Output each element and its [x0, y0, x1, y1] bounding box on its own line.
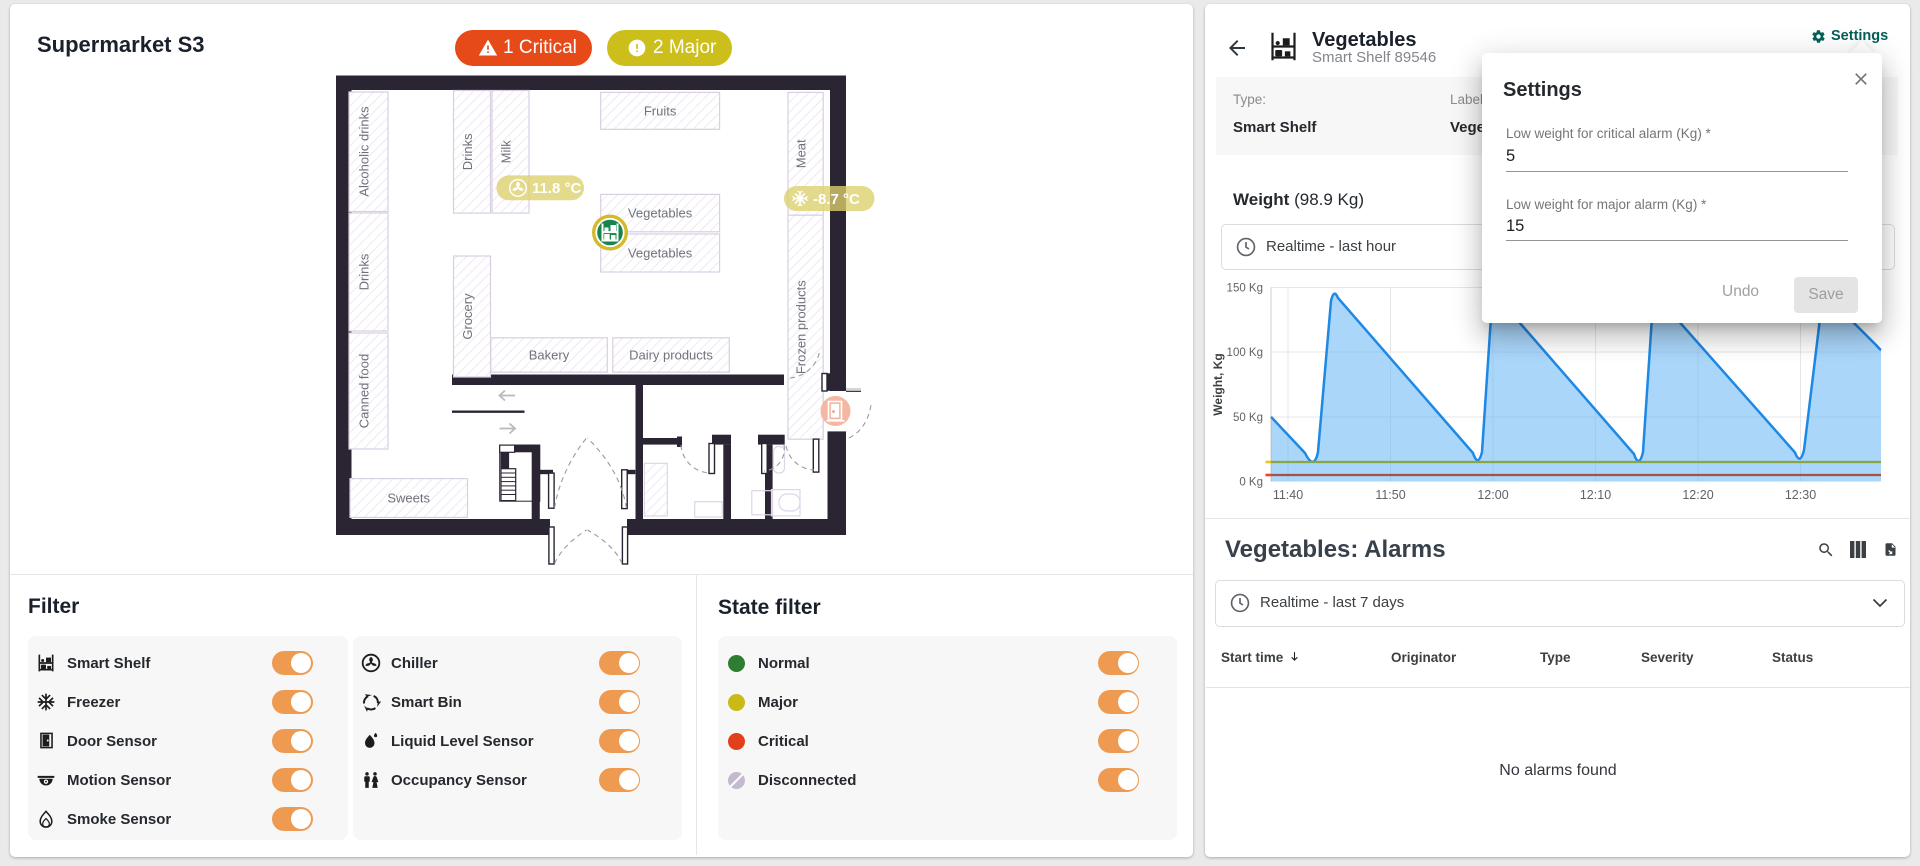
- svg-text:Grocery: Grocery: [460, 293, 475, 340]
- svg-text:100 Kg: 100 Kg: [1227, 347, 1263, 359]
- svg-text:Canned food: Canned food: [357, 354, 372, 428]
- svg-text:Drinks: Drinks: [460, 133, 475, 170]
- svg-text:12:00: 12:00: [1477, 488, 1508, 502]
- svg-text:12:30: 12:30: [1785, 488, 1816, 502]
- svg-text:150 Kg: 150 Kg: [1227, 283, 1263, 295]
- svg-text:11:40: 11:40: [1273, 488, 1303, 502]
- svg-text:12:10: 12:10: [1580, 488, 1611, 502]
- svg-text:Vegetables: Vegetables: [628, 246, 693, 261]
- svg-text:0 Kg: 0 Kg: [1239, 477, 1263, 489]
- svg-text:Frozen products: Frozen products: [794, 280, 809, 374]
- svg-text:Drinks: Drinks: [357, 253, 372, 290]
- svg-text:Sweets: Sweets: [387, 491, 430, 506]
- svg-text:12:20: 12:20: [1682, 488, 1713, 502]
- svg-text:Weight, Kg: Weight, Kg: [1211, 353, 1225, 415]
- svg-text:Alcoholic drinks: Alcoholic drinks: [357, 106, 372, 197]
- svg-text:Dairy products: Dairy products: [629, 348, 713, 363]
- svg-text:50 Kg: 50 Kg: [1233, 412, 1263, 424]
- svg-text:11:50: 11:50: [1375, 488, 1405, 502]
- svg-text:Milk: Milk: [499, 140, 514, 164]
- svg-text:Bakery: Bakery: [529, 348, 570, 363]
- svg-text:Meat: Meat: [794, 139, 809, 168]
- svg-text:-8.7 °C: -8.7 °C: [813, 191, 860, 208]
- svg-text:Fruits: Fruits: [644, 104, 677, 119]
- svg-text:11.8 °C: 11.8 °C: [532, 180, 582, 197]
- svg-text:Vegetables: Vegetables: [628, 206, 693, 221]
